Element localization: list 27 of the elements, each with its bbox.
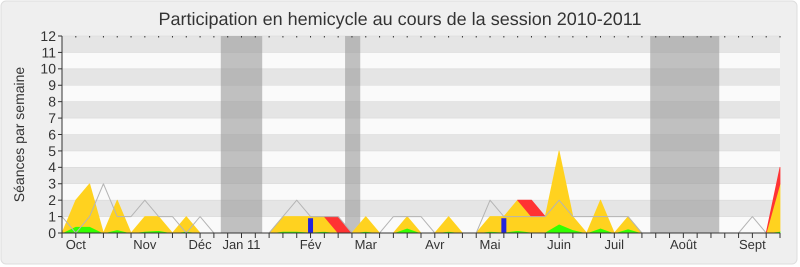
- y-tick-label: 12: [40, 28, 56, 44]
- y-tick-label: 1: [48, 208, 56, 224]
- x-tick-label: Avr: [425, 237, 446, 252]
- y-tick-label: 2: [48, 192, 56, 208]
- y-tick-label: 7: [48, 110, 56, 126]
- chart-title: Participation en hemicycle au cours de la session 2010-2011: [158, 9, 642, 29]
- y-tick-label: 4: [48, 159, 56, 176]
- y-axis-title: Séances par semaine: [11, 66, 27, 202]
- x-tick-label: Jan 11: [222, 237, 261, 252]
- y-tick-label: 6: [48, 126, 56, 142]
- y-tick-label: 11: [41, 44, 56, 60]
- y-tick-label: 5: [48, 142, 56, 159]
- x-tick-label: Mar: [354, 237, 378, 252]
- x-tick-label: Juin: [547, 237, 572, 252]
- x-tick-label: Août: [670, 237, 698, 252]
- x-tick-label: Mai: [480, 237, 501, 252]
- y-tick-label: 9: [48, 77, 56, 94]
- x-tick-label: Fév: [300, 237, 322, 252]
- y-tick-label: 8: [48, 94, 56, 110]
- y-tick-label: 3: [48, 176, 56, 192]
- x-tick-label: Juil: [604, 237, 624, 252]
- y-tick-label: 10: [40, 60, 56, 77]
- x-tick-label: Oct: [66, 237, 86, 252]
- x-tick-label: Déc: [188, 237, 212, 252]
- y-tick-label: 0: [48, 224, 56, 241]
- x-tick-label: Nov: [133, 237, 157, 252]
- x-tick-label: Sept: [739, 237, 766, 252]
